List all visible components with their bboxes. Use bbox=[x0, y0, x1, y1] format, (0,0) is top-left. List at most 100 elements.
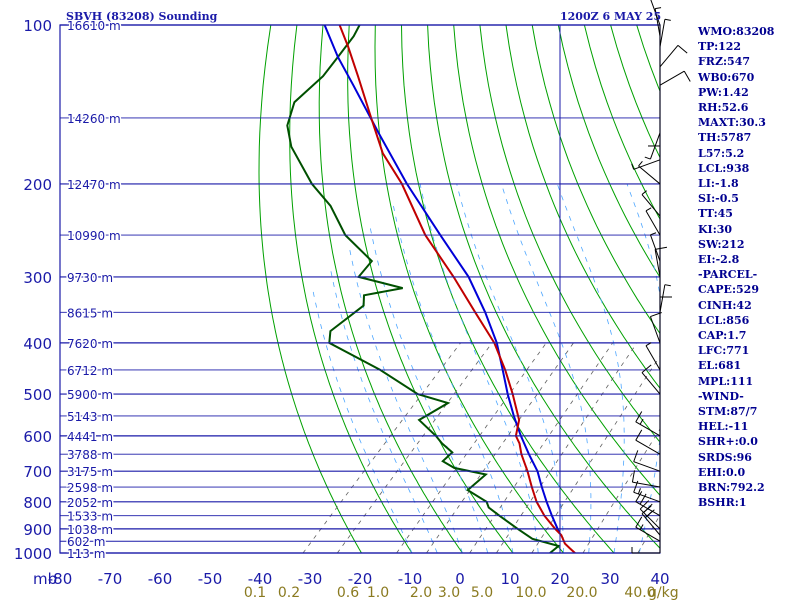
wind-barb bbox=[659, 18, 671, 47]
temperature-tick-label: -70 bbox=[98, 570, 123, 588]
wind-barb bbox=[635, 411, 661, 437]
temperature-tick-label: -20 bbox=[348, 570, 373, 588]
pressure-unit-label: mb bbox=[33, 570, 57, 588]
height-label: 602 m bbox=[67, 535, 105, 549]
index-value: STM:87/7 bbox=[698, 405, 758, 419]
moist-adiabat bbox=[312, 288, 413, 553]
temperature-line bbox=[338, 25, 576, 553]
height-label: 5143 m bbox=[67, 410, 113, 424]
height-label: 9730 m bbox=[67, 271, 113, 285]
mixing-ratio-label: 20.0 bbox=[566, 585, 597, 600]
height-label: 8615 m bbox=[67, 306, 113, 320]
moist-adiabat bbox=[349, 248, 463, 553]
index-value: L57:5.2 bbox=[698, 146, 745, 160]
wind-barb bbox=[631, 547, 660, 554]
moist-adiabat bbox=[419, 183, 539, 553]
height-label: 4441 m bbox=[67, 430, 113, 444]
temperature-tick-label: 40 bbox=[650, 570, 669, 588]
index-value: LI:-1.8 bbox=[698, 177, 739, 191]
index-value: SI:-0.5 bbox=[698, 192, 739, 206]
index-value: BRN:792.2 bbox=[698, 481, 765, 495]
temperature-tick-label: 10 bbox=[500, 570, 519, 588]
height-label: 1533 m bbox=[67, 510, 113, 524]
moist-adiabat bbox=[393, 205, 514, 553]
temperature-tick-label: 20 bbox=[550, 570, 569, 588]
pressure-label: 700 bbox=[23, 463, 52, 481]
wind-barb bbox=[649, 232, 661, 262]
wind-barb bbox=[645, 342, 661, 371]
dry-adiabat bbox=[258, 25, 362, 553]
pressure-label: 800 bbox=[23, 494, 52, 512]
height-label: 10990 m bbox=[67, 229, 121, 243]
pressure-label: 400 bbox=[23, 335, 52, 353]
mixing-ratio-line bbox=[396, 342, 547, 553]
height-label: 14260 m bbox=[67, 112, 121, 126]
parcel-line bbox=[323, 25, 561, 535]
temperature-tick-label: -30 bbox=[298, 570, 323, 588]
pressure-label: 900 bbox=[23, 521, 52, 539]
index-value: -PARCEL- bbox=[698, 268, 758, 282]
height-label: 6712 m bbox=[67, 364, 113, 378]
index-value: FRZ:547 bbox=[698, 55, 751, 69]
index-value: EHI:0.0 bbox=[698, 465, 746, 479]
index-value: EI:-2.8 bbox=[698, 253, 740, 267]
index-value: SW:212 bbox=[698, 237, 745, 251]
wind-barb bbox=[650, 0, 661, 26]
index-value: HEL:-11 bbox=[698, 420, 749, 434]
temperature-tick-label: -50 bbox=[198, 570, 223, 588]
height-label: 113 m bbox=[67, 547, 105, 561]
wind-barb bbox=[659, 70, 691, 86]
height-label: 5900 m bbox=[67, 388, 113, 402]
wind-barb bbox=[645, 207, 661, 236]
moist-adiabat bbox=[626, 183, 660, 553]
wind-barb bbox=[659, 44, 688, 68]
dry-adiabat bbox=[401, 25, 615, 553]
index-value: KI:30 bbox=[698, 222, 733, 236]
pressure-label: 200 bbox=[23, 176, 52, 194]
mixing-ratio-line bbox=[336, 342, 493, 553]
index-value: MPL:111 bbox=[698, 374, 754, 388]
wind-barb bbox=[635, 516, 661, 542]
index-value: -WIND- bbox=[698, 389, 744, 403]
profiles bbox=[286, 25, 576, 553]
index-value: PW:1.42 bbox=[698, 85, 749, 99]
wind-barb bbox=[648, 117, 661, 147]
dry-adiabat bbox=[374, 25, 564, 553]
indices-panel: WMO:83208 TP:122 FRZ:547 WB0:670 PW:1.42 RH:5… bbox=[698, 24, 798, 511]
index-value: SHR+:0.0 bbox=[698, 435, 758, 449]
wind-barb bbox=[635, 491, 661, 517]
mixing-ratio-line bbox=[469, 342, 614, 553]
index-value: TH:5787 bbox=[698, 131, 752, 145]
index-value: EL:681 bbox=[698, 359, 742, 373]
mixing-ratio-label: 10.0 bbox=[515, 585, 546, 600]
mixing-ratio-label: 0.2 bbox=[278, 585, 300, 600]
height-label: 3175 m bbox=[67, 465, 113, 479]
height-label: 16610 m bbox=[67, 19, 121, 33]
mixing-ratio-label: 3.0 bbox=[438, 585, 460, 600]
plot-border bbox=[59, 24, 661, 554]
temperature-tick-label: -10 bbox=[398, 570, 423, 588]
index-value: CAP:1.7 bbox=[698, 329, 747, 343]
index-value: WMO:83208 bbox=[698, 25, 775, 38]
wind-barb bbox=[641, 190, 661, 217]
mixing-ratio-label: 40.0 bbox=[624, 585, 655, 600]
pressure-label: 300 bbox=[23, 269, 52, 287]
temperature-tick-label: -80 bbox=[48, 570, 73, 588]
height-label: 1038 m bbox=[67, 523, 113, 537]
temperature-tick-label: 0 bbox=[455, 570, 465, 588]
height-label: 3788 m bbox=[67, 448, 113, 462]
temperature-tick-label: -40 bbox=[248, 570, 273, 588]
dry-adiabat bbox=[347, 25, 514, 553]
height-label: 2052 m bbox=[67, 496, 113, 510]
index-value: WB0:670 bbox=[698, 70, 755, 84]
index-value: SRDS:96 bbox=[698, 450, 752, 464]
wind-barb bbox=[654, 246, 668, 278]
wind-barbs bbox=[631, 0, 691, 554]
wind-barb bbox=[659, 284, 671, 313]
index-value: TP:122 bbox=[698, 40, 742, 54]
wind-barb bbox=[635, 429, 661, 455]
index-value: LCL:856 bbox=[698, 313, 750, 327]
mixing-ratio-label: 2.0 bbox=[410, 585, 432, 600]
